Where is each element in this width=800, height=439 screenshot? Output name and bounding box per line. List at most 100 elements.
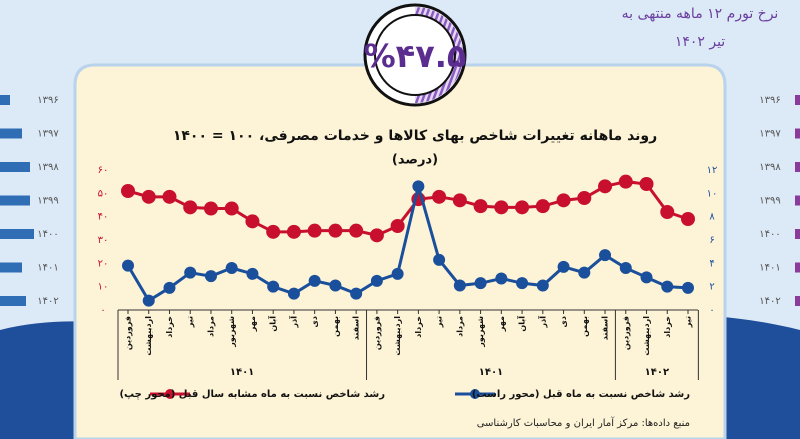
inflation-value: %۴۷.۵	[364, 37, 467, 75]
x-tick-label: آبان	[268, 316, 278, 332]
point	[183, 200, 198, 215]
series-line	[126, 180, 689, 303]
side-bar	[0, 262, 22, 273]
side-bar	[0, 128, 22, 139]
point	[412, 180, 425, 193]
point	[619, 262, 632, 274]
side-year: ۱۴۰۰	[759, 229, 780, 240]
point	[618, 174, 633, 189]
point	[452, 193, 467, 208]
y2-tick-label: ۴	[709, 258, 714, 269]
side-bar	[795, 195, 800, 206]
side-year: ۱۳۹۹	[37, 196, 58, 207]
x-tick-label: فروردین	[372, 316, 381, 350]
y-tick-label: ۱۰	[98, 282, 109, 293]
point	[225, 262, 238, 274]
side-year: ۱۳۹۸	[759, 162, 781, 173]
y-tick-label: ۴۰	[98, 212, 109, 223]
point	[162, 189, 177, 204]
point	[141, 189, 156, 204]
side-bar	[795, 229, 800, 239]
point	[163, 281, 176, 294]
point	[349, 223, 364, 238]
x-tick-label: تیر	[435, 316, 444, 328]
side-year: ۱۴۰۱	[759, 263, 780, 274]
x-tick-label: خرداد	[414, 316, 423, 338]
point	[660, 205, 675, 219]
point	[286, 224, 301, 239]
side-bar	[0, 229, 34, 239]
point	[473, 199, 488, 214]
group-label: ۱۴۰۱	[230, 367, 254, 378]
x-tick-label: تیر	[684, 316, 693, 328]
x-tick-label: مهر	[497, 316, 506, 332]
point	[661, 280, 674, 293]
point	[578, 266, 591, 279]
side-year: ۱۴۰۲	[759, 296, 780, 307]
y2-tick-label: ۱۰	[707, 188, 718, 199]
x-tick-label: مرداد	[455, 316, 464, 337]
x-tick-label: تیر	[186, 316, 195, 328]
x-tick-label: اسفند	[601, 316, 610, 341]
side-year: ۱۴۰۲	[37, 296, 58, 307]
point	[267, 280, 280, 293]
point	[369, 228, 384, 243]
y-tick-label: ۳۰	[98, 235, 109, 246]
x-tick-label: فروردین	[621, 316, 630, 350]
point	[121, 184, 135, 198]
x-tick-label: اسفند	[352, 316, 361, 341]
x-tick-label: بهمن	[331, 316, 340, 337]
point	[184, 266, 197, 279]
point	[350, 287, 363, 300]
side-bar	[795, 162, 800, 172]
side-bar	[795, 128, 800, 139]
x-tick-label: اردیبهشت	[393, 316, 402, 356]
y2-tick-label: ۶	[709, 235, 714, 246]
x-tick-label: شهریور	[227, 316, 236, 348]
point	[391, 267, 404, 280]
side-year: ۱۳۹۸	[37, 162, 59, 173]
point	[122, 259, 134, 272]
side-year: ۱۳۹۹	[759, 196, 780, 207]
side-bar	[795, 296, 800, 306]
x-tick-label: آذر	[537, 316, 547, 329]
side-bar	[0, 162, 30, 172]
x-tick-label: آبان	[517, 316, 527, 332]
point	[433, 253, 446, 266]
y2-tick-label: ۰	[709, 305, 714, 316]
inflation-label: نرخ تورم ۱۲ ماهه منتهی به	[622, 6, 779, 22]
side-year: ۱۳۹۶	[759, 95, 780, 106]
point	[390, 219, 405, 233]
y2-tick-label: ۸	[709, 212, 715, 223]
point	[142, 294, 155, 307]
legend-marker	[165, 389, 175, 399]
point	[599, 249, 612, 262]
x-tick-label: شهریور	[476, 316, 485, 348]
badge-ring	[363, 3, 467, 107]
legend-label: رشد شاخص نسبت به ماه مشابه سال قبل (محور…	[119, 389, 385, 400]
panel	[73, 63, 727, 439]
point	[556, 193, 571, 208]
x-tick-label: آذر	[288, 316, 298, 329]
point	[246, 267, 259, 280]
x-tick-label: دی	[559, 316, 568, 327]
point	[370, 274, 383, 287]
side-bar	[0, 296, 26, 306]
y-tick-label: ۵۰	[98, 188, 109, 199]
side-year: ۱۳۹۷	[37, 129, 59, 140]
side-year: ۱۴۰۱	[37, 263, 58, 274]
chart-title: روند ماهانه تغییرات شاخص بهای کالاها و خ…	[173, 128, 657, 144]
point	[598, 179, 613, 194]
point	[307, 223, 322, 238]
side-year: ۱۴۰۰	[37, 229, 58, 240]
point	[640, 271, 653, 284]
legend-label: رشد شاخص نسبت به ماه قبل (محور راست)	[472, 389, 690, 400]
y-tick-label: ۰	[100, 305, 105, 316]
point	[453, 279, 466, 292]
group-label: ۱۴۰۲	[645, 367, 669, 378]
x-tick-label: دی	[310, 316, 319, 327]
point	[682, 281, 694, 294]
side-bar	[0, 95, 10, 105]
point	[329, 279, 342, 292]
point	[557, 260, 570, 273]
